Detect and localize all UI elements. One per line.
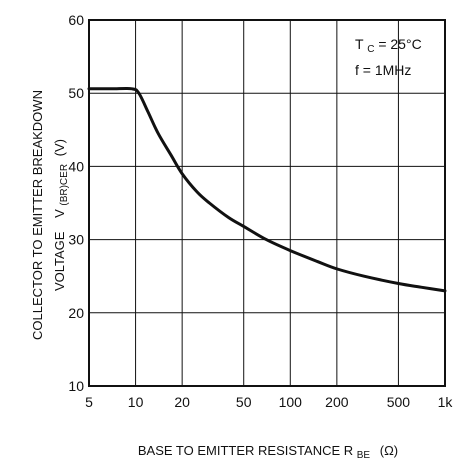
x-tick-label: 200 xyxy=(325,394,349,410)
x-tick-label: 5 xyxy=(85,394,93,410)
x-axis-title-unit: (Ω) xyxy=(380,443,398,458)
y-axis-title-prefix: VOLTAGE xyxy=(52,231,67,291)
plot-frame xyxy=(88,19,446,387)
annotation-temperature-subscript: C xyxy=(367,44,374,55)
x-tick-label: 10 xyxy=(128,394,144,410)
x-tick-label: 20 xyxy=(174,394,190,410)
x-axis-title-main: BASE TO EMITTER RESISTANCE R xyxy=(138,443,353,458)
x-axis-title: BASE TO EMITTER RESISTANCE R BE (Ω) xyxy=(138,443,398,461)
x-tick-label: 50 xyxy=(236,394,252,410)
y-axis-title-line1: COLLECTOR TO EMITTER BREAKDOWN xyxy=(30,90,45,340)
y-tick-label: 60 xyxy=(68,12,84,28)
y-tick-label: 50 xyxy=(68,85,84,101)
y-tick-label: 10 xyxy=(68,378,84,394)
annotation-temperature-symbol: T xyxy=(355,36,364,52)
y-axis-title-line2: VOLTAGE V (BR)CER (V) xyxy=(52,139,70,291)
x-tick-label: 1k xyxy=(438,394,454,410)
annotation-frequency: f = 1MHz xyxy=(355,62,411,78)
y-axis-title: COLLECTOR TO EMITTER BREAKDOWN VOLTAGE V… xyxy=(30,90,70,340)
y-axis-title-unit: (V) xyxy=(52,139,67,156)
y-axis-title-symbol: V xyxy=(52,209,67,218)
curve-layer xyxy=(87,86,447,293)
x-axis-title-subscript: BE xyxy=(357,450,371,461)
grid-layer xyxy=(89,20,445,386)
y-tick-label: 40 xyxy=(68,158,84,174)
annotation-temperature-value: = 25°C xyxy=(378,36,421,52)
y-tick-label: 20 xyxy=(68,305,84,321)
breakdown-voltage-curve xyxy=(87,86,447,293)
x-tick-label: 500 xyxy=(387,394,411,410)
y-axis-title-subscript: (BR)CER xyxy=(59,164,70,206)
condition-annotations: T C = 25°C f = 1MHz xyxy=(355,36,422,78)
annotation-temperature: T C = 25°C xyxy=(355,36,422,55)
x-tick-label: 100 xyxy=(279,394,303,410)
y-tick-label: 30 xyxy=(68,232,84,248)
